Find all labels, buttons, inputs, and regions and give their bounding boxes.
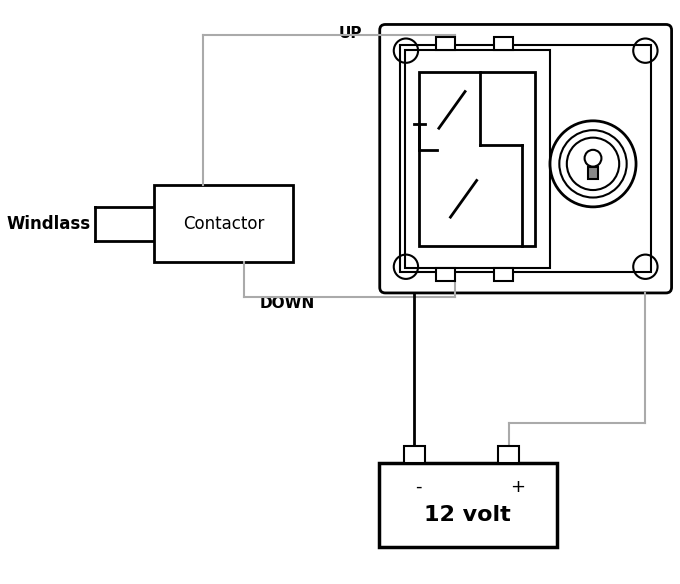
Text: 12 volt: 12 volt [424, 505, 511, 526]
Text: Windlass: Windlass [7, 215, 90, 232]
Bar [437, 37, 455, 50]
Text: +: + [510, 478, 525, 496]
Bar [498, 446, 519, 463]
Bar [404, 446, 424, 463]
Bar [437, 267, 455, 281]
Bar [405, 50, 550, 267]
Bar [494, 267, 513, 281]
Bar [588, 166, 598, 179]
Bar [494, 37, 513, 50]
Bar [420, 71, 535, 246]
Text: -: - [415, 478, 421, 496]
Bar [401, 45, 651, 272]
Text: UP: UP [339, 26, 362, 41]
Text: DOWN: DOWN [260, 296, 316, 311]
FancyBboxPatch shape [379, 25, 672, 293]
Text: Contactor: Contactor [183, 215, 265, 232]
Bar [379, 463, 556, 547]
Bar [154, 185, 293, 262]
